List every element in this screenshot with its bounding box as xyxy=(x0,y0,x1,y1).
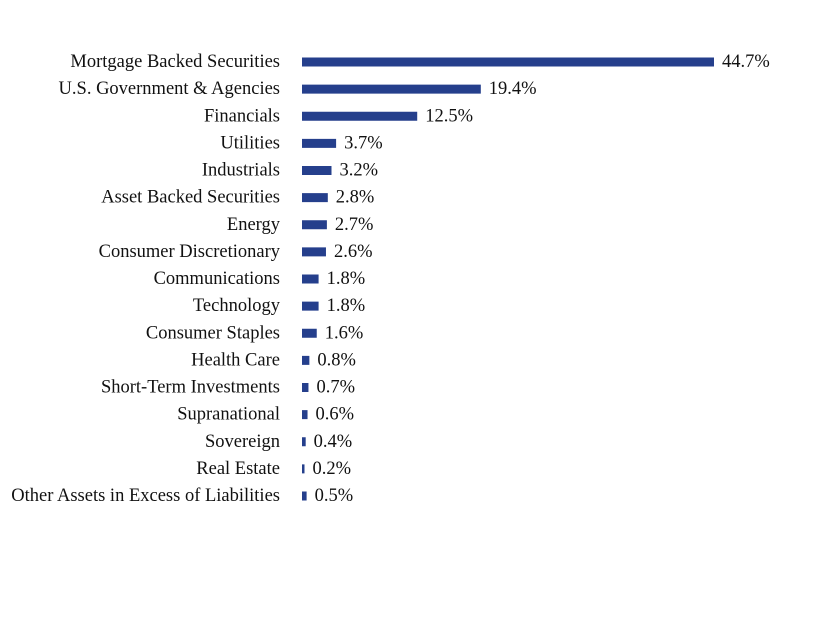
category-label: Short-Term Investments xyxy=(101,378,280,398)
value-label: 2.6% xyxy=(334,242,373,262)
value-label: 12.5% xyxy=(425,106,473,126)
category-label: Consumer Discretionary xyxy=(99,242,281,262)
value-label: 3.7% xyxy=(344,133,383,153)
value-label: 1.8% xyxy=(327,269,366,289)
bar xyxy=(302,247,326,257)
category-label: Sovereign xyxy=(205,432,280,452)
category-label: Consumer Staples xyxy=(146,323,280,343)
category-label: Industrials xyxy=(202,161,280,181)
value-label: 0.2% xyxy=(313,459,352,479)
bar xyxy=(302,383,309,392)
bar xyxy=(302,111,418,121)
category-label: U.S. Government & Agencies xyxy=(59,79,280,99)
value-label: 0.6% xyxy=(316,405,355,425)
category-labels: Mortgage Backed Securities U.S. Governmen… xyxy=(11,52,280,506)
bar xyxy=(302,437,306,447)
value-label: 0.7% xyxy=(316,378,355,398)
category-label: Communications xyxy=(154,269,280,289)
value-label: 2.8% xyxy=(336,188,375,208)
category-label: Other Assets in Excess of Liabilities xyxy=(11,486,280,506)
category-label: Technology xyxy=(193,296,281,316)
category-label: Real Estate xyxy=(196,459,280,479)
bar xyxy=(302,166,332,175)
category-label: Mortgage Backed Securities xyxy=(70,52,280,72)
category-label: Supranational xyxy=(177,405,280,425)
value-label: 0.4% xyxy=(314,432,353,452)
category-label: Financials xyxy=(204,106,280,126)
bar xyxy=(302,301,319,311)
bar xyxy=(302,57,714,67)
bar xyxy=(302,138,337,148)
value-label: 19.4% xyxy=(489,79,537,99)
category-label: Energy xyxy=(227,215,281,235)
category-label: Health Care xyxy=(191,350,280,370)
bar xyxy=(302,491,307,501)
bar xyxy=(302,355,310,365)
bar xyxy=(302,193,328,203)
bar xyxy=(302,410,308,420)
bars xyxy=(302,57,714,501)
bar xyxy=(302,328,317,338)
value-label: 1.8% xyxy=(327,296,366,316)
bar xyxy=(302,464,305,474)
value-labels: 44.7% 19.4% 12.5% 3.7% 3.2% 2.8% 2.7% 2.6% 1.8% 1… xyxy=(313,52,770,506)
bar xyxy=(302,220,327,230)
category-label: Utilities xyxy=(220,133,280,153)
category-label: Asset Backed Securities xyxy=(101,188,280,208)
value-label: 2.7% xyxy=(335,215,374,235)
value-label: 1.6% xyxy=(325,323,364,343)
value-label: 3.2% xyxy=(339,161,378,181)
value-label: 0.8% xyxy=(317,350,356,370)
value-label: 44.7% xyxy=(722,52,770,72)
bar xyxy=(302,274,319,284)
value-label: 0.5% xyxy=(315,486,354,506)
bar xyxy=(302,84,481,94)
